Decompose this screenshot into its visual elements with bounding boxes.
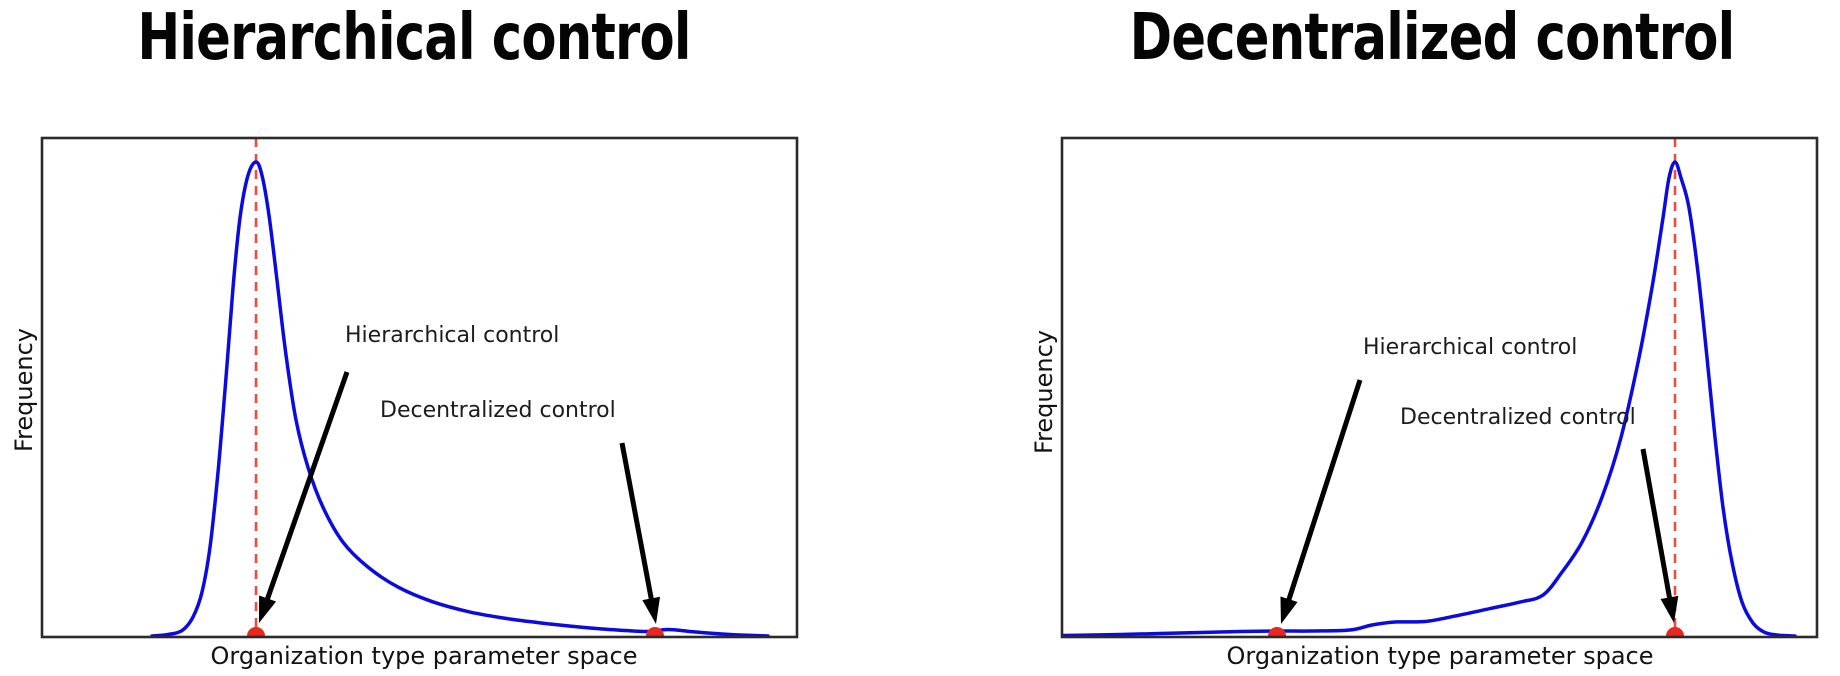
right-y-axis-label: Frequency — [1030, 330, 1058, 454]
left-annotation-decentralized-control: Decentralized control — [380, 398, 616, 423]
right-panel-title: Decentralized control — [1129, 1, 1736, 75]
left-y-axis-label: Frequency — [10, 328, 38, 452]
left-panel-plot — [40, 136, 799, 639]
right-panel-plot — [1060, 136, 1819, 639]
left-x-axis-label: Organization type parameter space — [210, 642, 638, 670]
left-panel-title: Hierarchical control — [137, 1, 691, 75]
right-annotation-hierarchical-control: Hierarchical control — [1363, 335, 1578, 360]
right-x-axis-label: Organization type parameter space — [1226, 642, 1654, 670]
left-annotation-hierarchical-control: Hierarchical control — [345, 323, 560, 348]
right-annotation-decentralized-control: Decentralized control — [1400, 405, 1636, 430]
